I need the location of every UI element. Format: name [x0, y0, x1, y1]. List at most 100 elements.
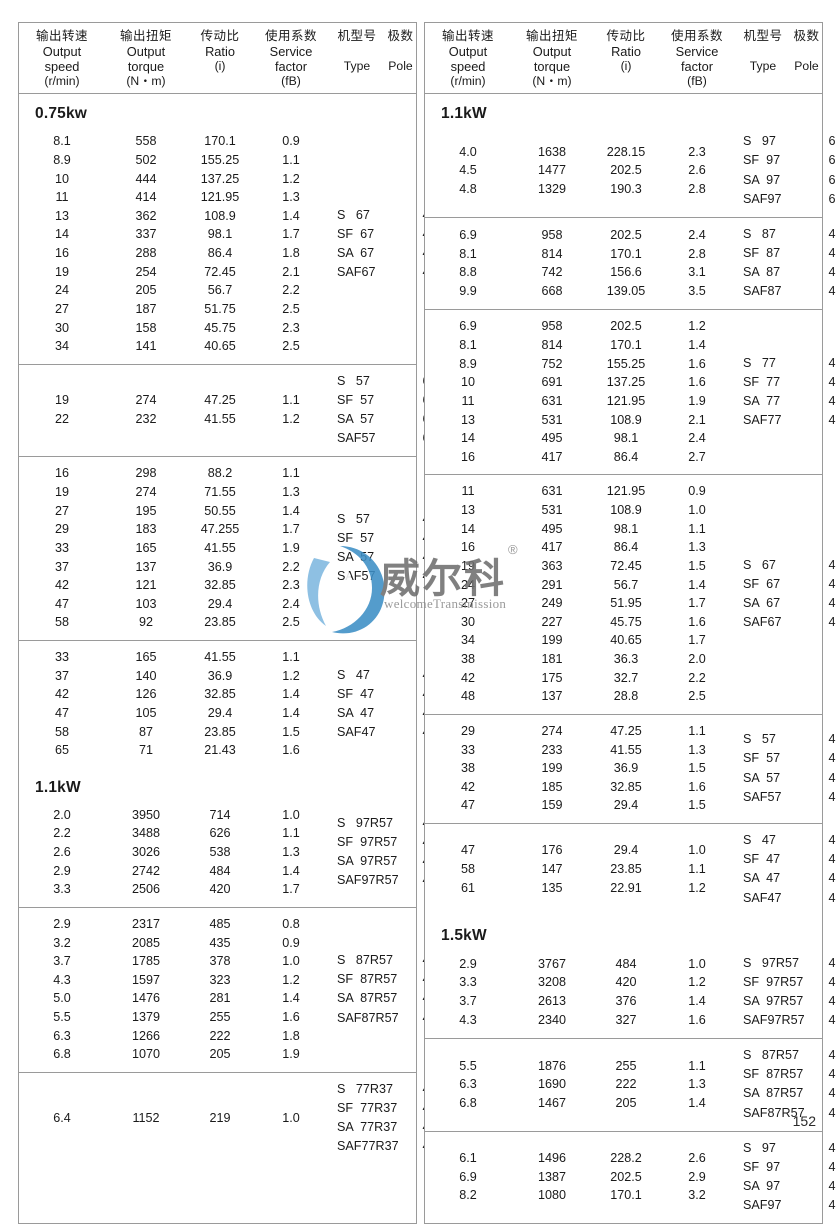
type-row: SAF87R57 4	[735, 1104, 840, 1123]
table-row: 13 531 108.9 1.0	[425, 501, 735, 520]
cell-ratio: 36.9	[207, 668, 233, 683]
table-row: 27 249 51.95 1.7	[425, 594, 735, 613]
cell-service-factor: 1.0	[688, 503, 706, 518]
cell-ratio: 281	[209, 991, 231, 1006]
cell-type: SAF77	[743, 413, 782, 428]
table-row: 13 362 108.9 1.4	[19, 207, 329, 226]
cell-output-speed: 37	[54, 559, 69, 574]
cell-output-speed: 3.3	[459, 975, 477, 990]
cell-service-factor: 2.5	[688, 689, 706, 704]
cell-output-torque: 233	[541, 742, 563, 757]
cell-type: SAF47	[743, 890, 782, 905]
cell-output-speed: 4.0	[459, 144, 477, 159]
cell-ratio: 255	[209, 1010, 231, 1025]
cell-ratio: 170.1	[610, 1188, 642, 1203]
type-row: S 87R57 4	[735, 1046, 840, 1065]
cell-type: SA 77	[743, 393, 781, 408]
cell-output-torque: 103	[135, 596, 157, 611]
type-row: SAF57 4	[735, 788, 840, 807]
cell-service-factor: 1.2	[282, 668, 300, 683]
cell-service-factor: 1.1	[688, 723, 706, 738]
cell-output-torque: 631	[541, 393, 563, 408]
header-spacer	[791, 44, 822, 59]
cell-type: S 57	[743, 732, 776, 747]
cell-output-speed: 13	[460, 412, 475, 427]
cell-ratio: 420	[615, 975, 637, 990]
table-row: 47 159 29.4 1.5	[425, 796, 735, 815]
table-row: 42 126 32.85 1.4	[19, 685, 329, 704]
cell-service-factor: 1.5	[688, 798, 706, 813]
table-row: 33 233 41.55 1.3	[425, 741, 735, 760]
cell-ratio: 255	[615, 1058, 637, 1073]
cell-output-torque: 141	[135, 339, 157, 354]
table-row: 34 199 40.65 1.7	[425, 631, 735, 650]
column-header-ratio: 传动比 Ratio (i)	[187, 29, 253, 73]
cell-pole: 4	[828, 974, 836, 989]
cell-output-speed: 33	[460, 742, 475, 757]
table-row: 16 417 86.4 2.7	[425, 448, 735, 467]
spec-block-types: S 67 4 SF 67 4 SA 67 4 SAF67 4	[735, 482, 840, 706]
cell-output-speed: 2.0	[53, 807, 71, 822]
cell-ratio: 420	[209, 882, 231, 897]
cell-output-speed: 8.1	[53, 134, 71, 149]
spec-block-types: S 77 4 SF 77 4 SA 77 4 SAF77 4	[735, 317, 840, 466]
cell-output-torque: 558	[135, 134, 157, 149]
right-spec-table: 输出转速 Output speed (r/min) 输出扭矩 Output torque (N…	[424, 22, 836, 1224]
cell-output-torque: 140	[135, 668, 157, 683]
table-row: 16 298 88.2 1.1	[19, 464, 329, 483]
cell-ratio: 88.2	[207, 466, 233, 481]
table-row: 19 274 71.55 1.3	[19, 483, 329, 502]
spec-block-types: S 87R57 4 SF 87R57 4 SA 87R57 4 SAF87R57 4	[735, 1046, 840, 1123]
cell-pole: 4	[828, 577, 836, 592]
column-header-pole: 极数 Pole	[791, 29, 822, 73]
cell-output-speed: 6.4	[53, 1110, 71, 1125]
cell-output-torque: 176	[541, 843, 563, 858]
cell-type: SA 87R57	[337, 991, 398, 1006]
cell-output-speed: 22	[54, 412, 69, 427]
cell-pole: 4	[828, 393, 836, 408]
cell-ratio: 41.55	[610, 742, 642, 757]
spec-block: 11 631 121.95 0.9 13 531 108.9 1.0 14 495 98.1 1.1 1…	[425, 474, 836, 714]
table-row: 8.9 502 155.25 1.1	[19, 151, 329, 170]
table-row: 19 254 72.45 2.1	[19, 263, 329, 282]
column-header-en: torque	[127, 58, 165, 74]
cell-type: S 67	[337, 207, 370, 222]
table-row: 47 103 29.4 2.4	[19, 595, 329, 614]
cell-pole: 4	[828, 226, 836, 241]
cell-output-torque: 3026	[131, 845, 161, 860]
cell-type: SF 87R57	[743, 1067, 804, 1082]
cell-pole: 4	[828, 955, 836, 970]
cell-type: SA 47	[743, 871, 781, 886]
cell-service-factor: 2.1	[282, 264, 300, 279]
header-spacer	[385, 44, 416, 59]
cell-service-factor: 1.6	[688, 779, 706, 794]
cell-service-factor: 0.9	[282, 134, 300, 149]
spec-block: 6.9 958 202.5 2.4 8.1 814 170.1 2.8 8.8 742 156.6 3…	[425, 216, 836, 310]
cell-output-speed: 42	[460, 779, 475, 794]
cell-ratio: 23.85	[204, 724, 236, 739]
spec-block: 5.5 1876 255 1.1 6.3 1690 222 1.3 6.8 1467 205 1.4 S…	[425, 1038, 836, 1131]
cell-output-torque: 3950	[131, 807, 161, 822]
cell-service-factor: 1.7	[282, 882, 300, 897]
cell-service-factor: 2.8	[688, 181, 706, 196]
cell-type: S 67	[743, 557, 776, 572]
cell-output-torque: 274	[541, 723, 563, 738]
cell-ratio: 323	[209, 972, 231, 987]
cell-service-factor: 1.3	[688, 742, 706, 757]
table-row: 38 199 36.9 1.5	[425, 759, 735, 778]
cell-ratio: 50.55	[204, 503, 236, 518]
table-row: 14 495 98.1 2.4	[425, 429, 735, 448]
cell-service-factor: 2.2	[688, 670, 706, 685]
cell-output-speed: 2.9	[459, 956, 477, 971]
column-header-pole: 极数 Pole	[385, 29, 416, 73]
cell-ratio: 47.255	[200, 522, 240, 537]
spec-block: 6.1 1496 228.2 2.6 6.9 1387 202.5 2.9 8.2 1080 170…	[425, 1130, 836, 1224]
table-row: 11 631 121.95 0.9	[425, 482, 735, 501]
cell-pole: 4	[828, 1179, 836, 1194]
type-row: SA 77 4	[735, 392, 840, 411]
spec-block: 4.0 1638 228.15 2.3 4.5 1477 202.5 2.6 4.8 1329 19…	[425, 125, 835, 217]
cell-type: S 87	[743, 226, 776, 241]
cell-ratio: 202.5	[610, 227, 642, 242]
cell-output-speed: 38	[460, 761, 475, 776]
